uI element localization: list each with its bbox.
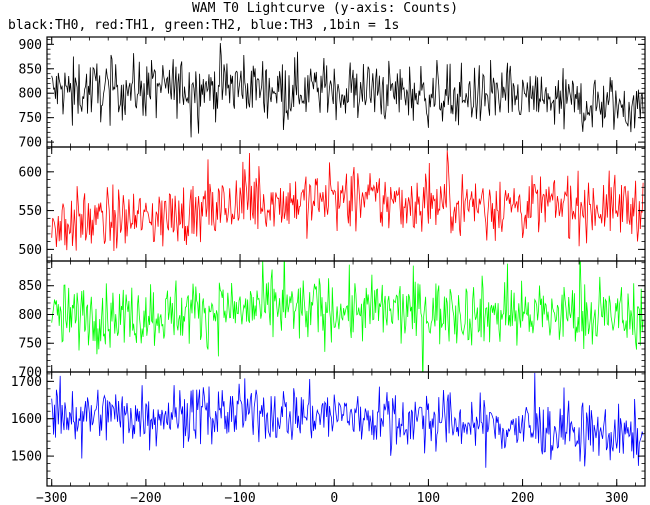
series-th0 — [51, 42, 644, 138]
y-tick-label: 1500 — [11, 450, 42, 465]
x-tick-label: −300 — [36, 491, 67, 505]
x-tick-label: 0 — [330, 491, 338, 505]
series-th3 — [51, 372, 644, 468]
chart-subtitle: black:TH0, red:TH1, green:TH2, blue:TH3 … — [8, 18, 400, 33]
x-tick-label: 300 — [605, 491, 628, 505]
y-tick-label: 900 — [19, 38, 42, 53]
panel-frame-th3 — [46, 371, 646, 487]
y-tick-label: 750 — [19, 111, 42, 126]
x-tick-label: −200 — [130, 491, 161, 505]
y-tick-label: 850 — [19, 279, 42, 294]
y-tick-label: 850 — [19, 62, 42, 77]
y-tick-label: 750 — [19, 337, 42, 352]
y-tick-label: 600 — [19, 165, 42, 180]
y-tick-label: 800 — [19, 308, 42, 323]
x-tick-label: 200 — [511, 491, 534, 505]
y-tick-label: 1700 — [11, 375, 42, 390]
x-tick-label: −100 — [224, 491, 255, 505]
y-tick-label: 500 — [19, 243, 42, 258]
series-th1 — [51, 150, 644, 252]
y-tick-label: 1600 — [11, 412, 42, 427]
series-th2 — [51, 261, 644, 372]
y-tick-label: 550 — [19, 204, 42, 219]
y-tick-label: 800 — [19, 87, 42, 102]
y-tick-label: 700 — [19, 366, 42, 381]
chart-title: WAM T0 Lightcurve (y-axis: Counts) — [191, 1, 459, 16]
y-tick-label: 700 — [19, 136, 42, 151]
x-tick-label: 100 — [417, 491, 440, 505]
